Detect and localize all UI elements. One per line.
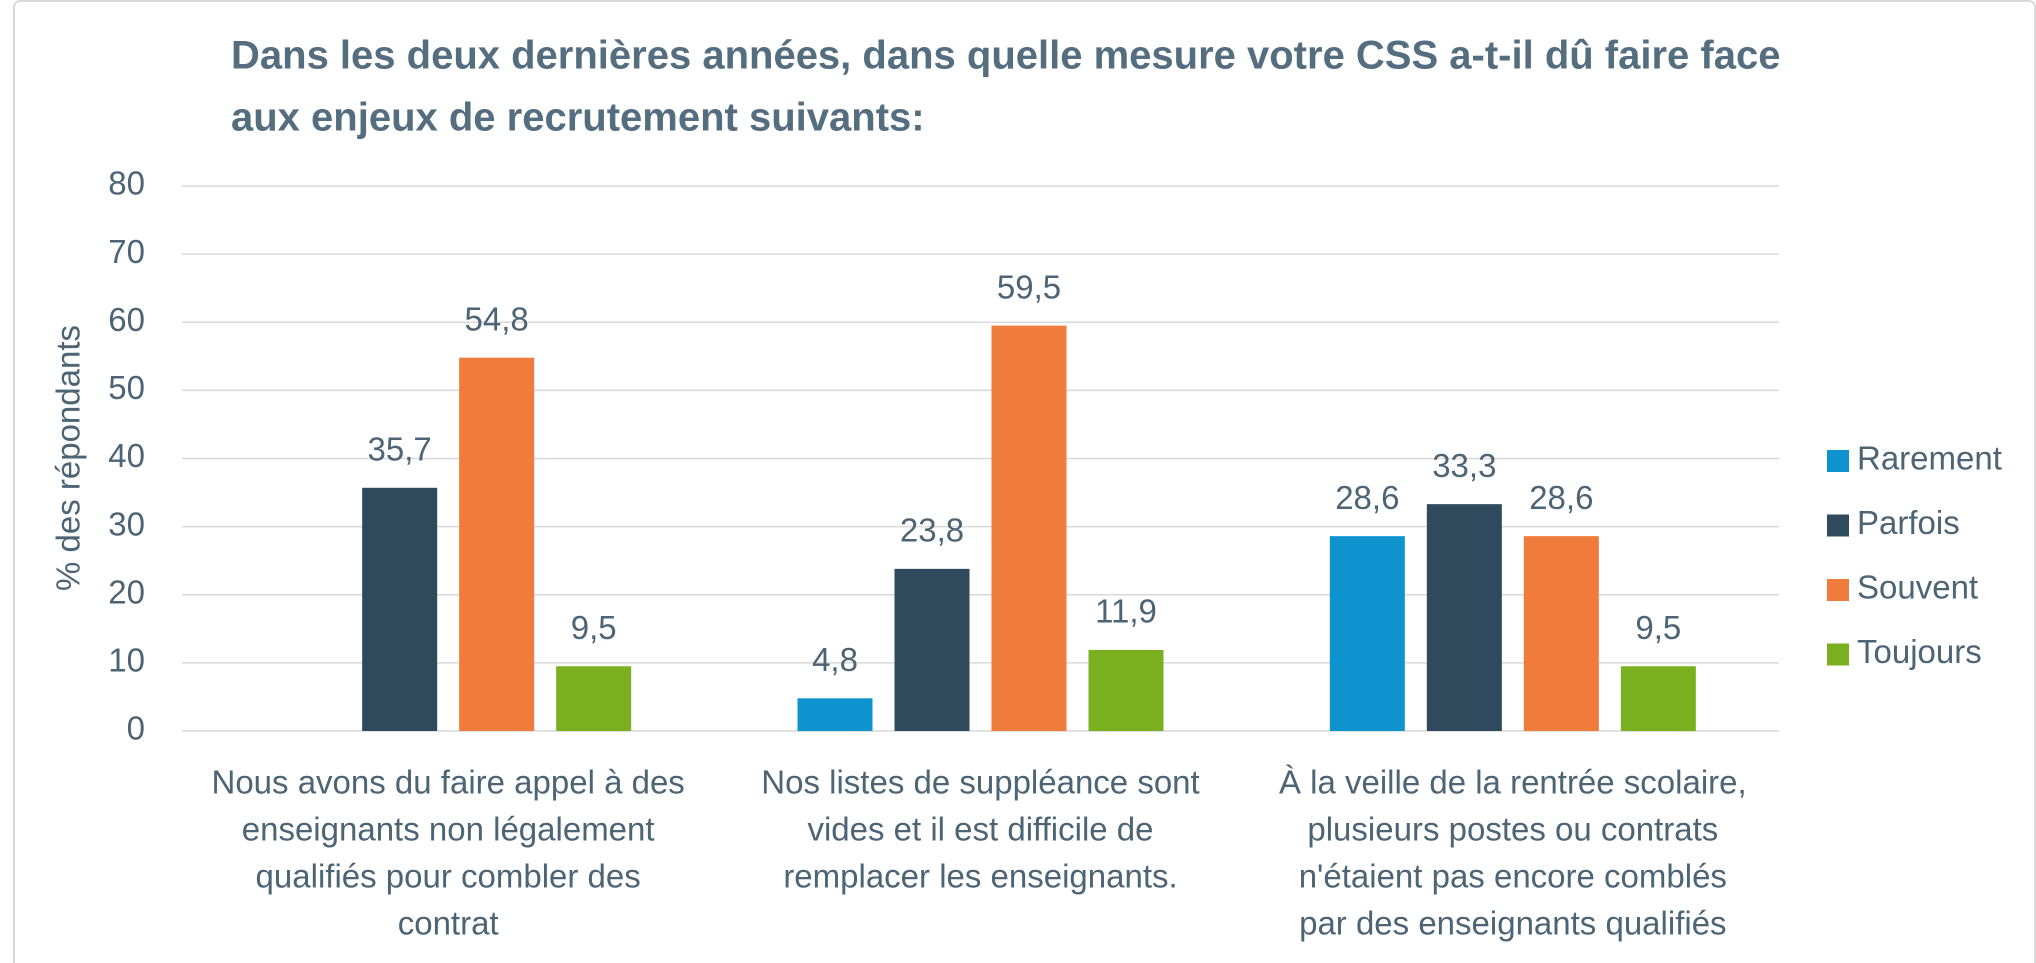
y-tick-label: 30 xyxy=(108,505,145,542)
x-tick-label: vides et il est difficile de xyxy=(807,811,1153,848)
value-label: 9,5 xyxy=(571,609,617,646)
x-tick-label: À la veille de la rentrée scolaire, xyxy=(1279,764,1747,801)
chart-title: aux enjeux de recrutement suivants: xyxy=(231,96,925,140)
legend-swatch xyxy=(1827,450,1849,472)
x-tick-label: contrat xyxy=(398,905,499,942)
y-tick-label: 70 xyxy=(108,233,145,270)
value-label: 28,6 xyxy=(1529,479,1593,516)
value-label: 59,5 xyxy=(997,268,1061,305)
legend-swatch xyxy=(1827,579,1849,601)
value-label: 23,8 xyxy=(900,512,964,549)
y-axis-label: % des répondants xyxy=(50,325,87,591)
legend-label: Souvent xyxy=(1857,569,1978,606)
x-tick-label: enseignants non légalement xyxy=(242,811,655,848)
bar xyxy=(991,325,1067,731)
value-label: 9,5 xyxy=(1635,609,1681,646)
x-tick-label: par des enseignants qualifiés xyxy=(1299,905,1726,942)
x-tick-label: n'étaient pas encore comblés xyxy=(1299,858,1727,895)
y-tick-label: 0 xyxy=(127,710,145,747)
bar xyxy=(797,698,873,731)
bar xyxy=(1426,504,1502,731)
x-tick-label: Nos listes de suppléance sont xyxy=(761,764,1199,801)
y-tick-label: 50 xyxy=(108,369,145,406)
y-tick-label: 10 xyxy=(108,642,145,679)
value-label: 28,6 xyxy=(1335,479,1399,516)
y-tick-label: 80 xyxy=(108,165,145,202)
x-tick-label: Nous avons du faire appel à des xyxy=(212,764,685,801)
legend-label: Parfois xyxy=(1857,504,1960,541)
legend-swatch xyxy=(1827,643,1849,666)
legend-swatch xyxy=(1827,514,1849,537)
value-label: 4,8 xyxy=(812,641,858,678)
bar xyxy=(459,357,535,731)
x-tick-label: remplacer les enseignants. xyxy=(783,858,1177,895)
chart-title: Dans les deux dernières années, dans que… xyxy=(231,34,1780,78)
x-tick-label: qualifiés pour combler des xyxy=(256,858,641,895)
bar xyxy=(1523,536,1599,731)
y-tick-label: 60 xyxy=(108,301,145,338)
bar xyxy=(1329,536,1405,731)
bar xyxy=(1088,649,1164,731)
bar xyxy=(1620,666,1696,731)
bar xyxy=(556,666,632,731)
value-label: 35,7 xyxy=(368,431,432,468)
y-tick-label: 40 xyxy=(108,437,145,474)
legend-label: Toujours xyxy=(1857,633,1982,670)
y-tick-label: 20 xyxy=(108,573,145,610)
value-label: 11,9 xyxy=(1095,593,1157,630)
x-tick-label: plusieurs postes ou contrats xyxy=(1307,811,1718,848)
legend-label: Rarement xyxy=(1857,440,2002,477)
bar xyxy=(894,568,970,731)
value-label: 33,3 xyxy=(1432,447,1496,484)
value-label: 54,8 xyxy=(465,300,529,337)
bar xyxy=(362,487,438,731)
